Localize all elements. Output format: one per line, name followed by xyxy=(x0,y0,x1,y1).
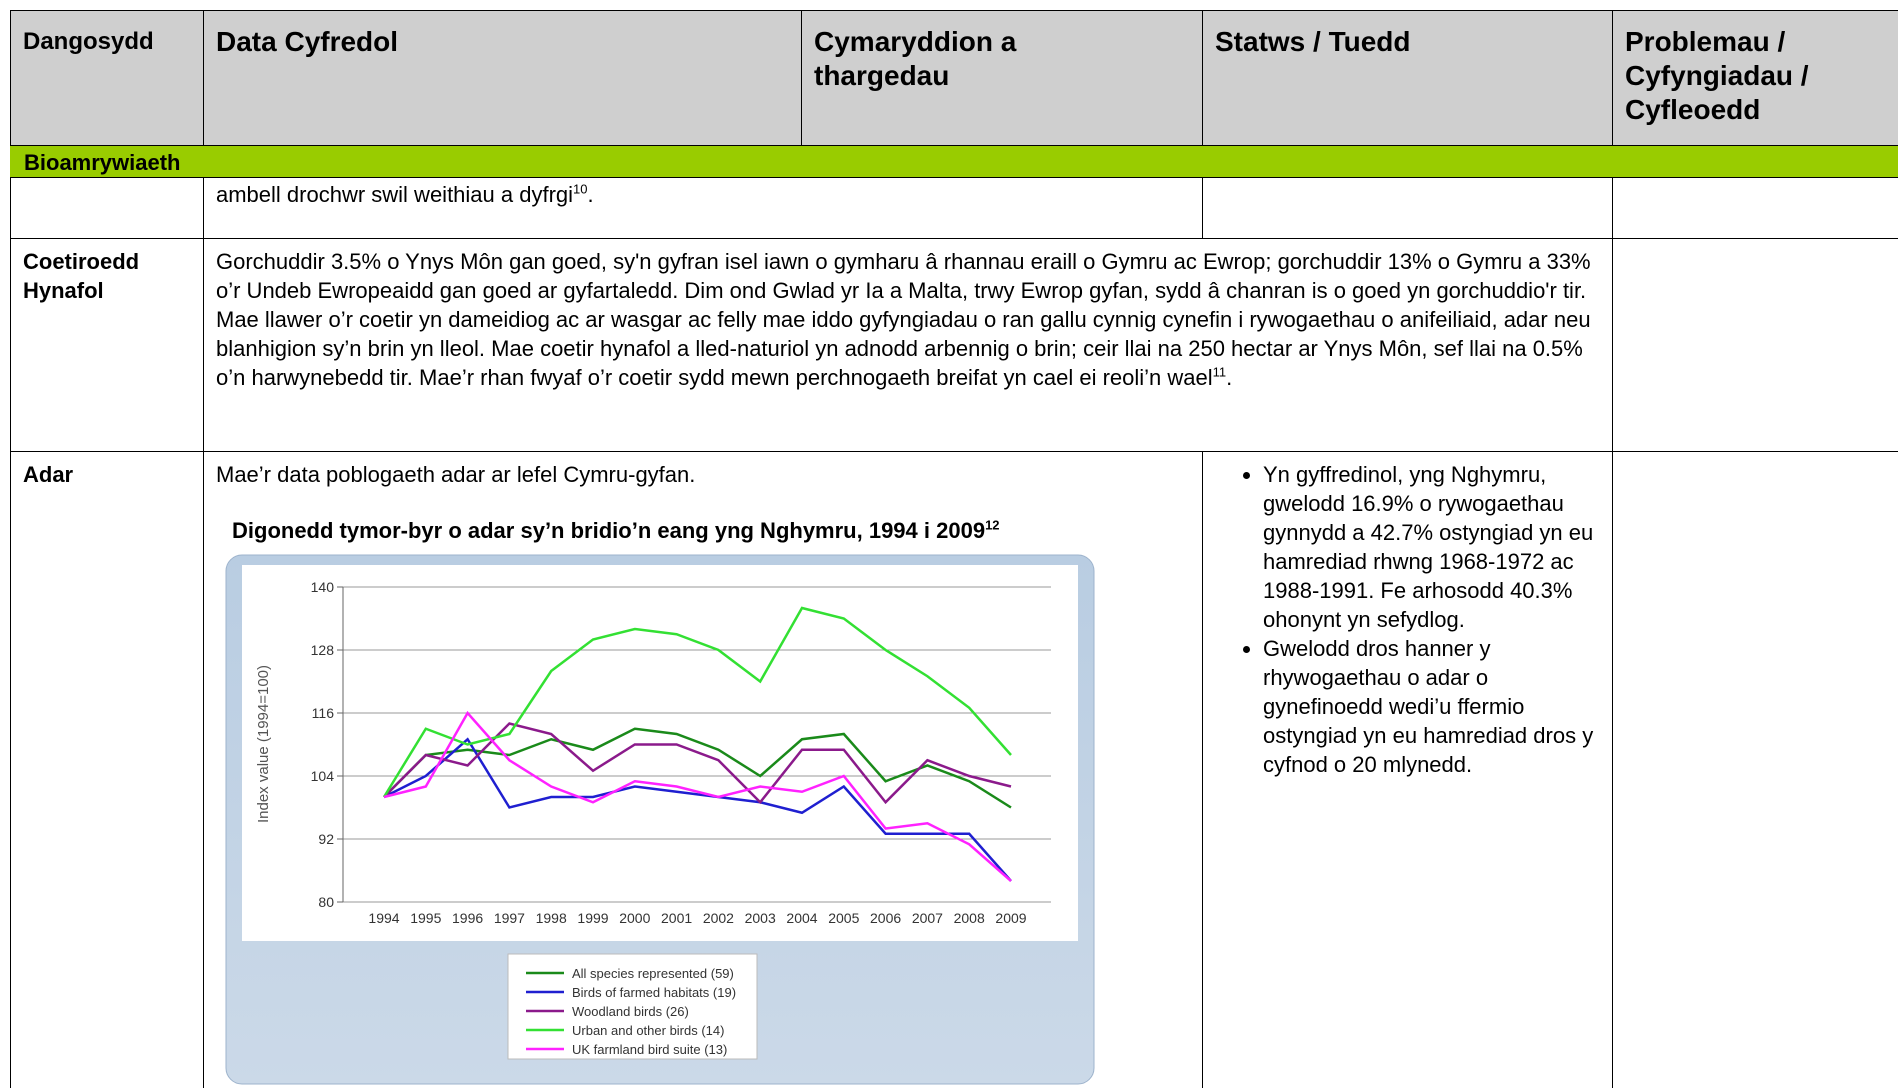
x-tick-label: 2003 xyxy=(745,910,776,926)
legend-label: Urban and other birds (14) xyxy=(572,1023,724,1038)
legend-box xyxy=(507,953,758,1060)
text: ambell drochwr swil weithiau a dyfrgi xyxy=(216,182,574,207)
header-cell: Problemau / Cyfyngiadau / Cyfleoedd xyxy=(1612,10,1898,146)
text: Gorchuddir 3.5% o Ynys Môn gan goed, sy'… xyxy=(216,249,1591,390)
y-tick-label: 92 xyxy=(318,831,334,847)
cell xyxy=(1612,451,1898,1088)
x-tick-label: 1998 xyxy=(536,910,567,926)
legend-label: Woodland birds (26) xyxy=(572,1004,689,1019)
x-tick-label: 2002 xyxy=(703,910,734,926)
y-tick-label: 104 xyxy=(311,768,335,784)
status-item: Gwelodd dros hanner y rhywogaethau o ada… xyxy=(1263,634,1602,779)
x-tick-label: 2009 xyxy=(995,910,1026,926)
status-item: Yn gyffredinol, yng Nghymru, gwelodd 16.… xyxy=(1263,460,1602,634)
legend-label: All species represented (59) xyxy=(572,966,734,981)
text: Mae’r data poblogaeth adar ar lefel Cymr… xyxy=(216,462,696,487)
footnote: 11 xyxy=(1212,364,1227,380)
text: . xyxy=(1226,365,1233,390)
series-line xyxy=(383,727,1012,809)
x-tick-label: 1997 xyxy=(494,910,525,926)
cell xyxy=(1202,177,1613,239)
x-tick-label: 2000 xyxy=(619,910,650,926)
cell xyxy=(1612,177,1898,239)
indicator: Coetiroedd Hynafol xyxy=(10,238,204,452)
cell: Gorchuddir 3.5% o Ynys Môn gan goed, sy'… xyxy=(203,238,1613,452)
x-tick-label: 1999 xyxy=(577,910,608,926)
chart: Index value (1994=100) 80 92 104 116 128 140 19… xyxy=(225,554,1095,1085)
y-tick-label: 116 xyxy=(312,705,335,721)
series-line xyxy=(382,606,1012,798)
x-tick-label: 2004 xyxy=(786,910,817,926)
header-cell: Statws / Tuedd xyxy=(1202,10,1613,146)
legend-label: UK farmland bird suite (13) xyxy=(572,1042,727,1057)
x-tick-label: 1996 xyxy=(452,910,483,926)
x-tick-label: 1994 xyxy=(368,910,399,926)
series-line xyxy=(383,722,1012,805)
text: . xyxy=(587,182,594,207)
chart-title-text: Digonedd tymor-byr o adar sy’n bridio’n … xyxy=(232,518,986,543)
header-cell: Dangosydd xyxy=(10,10,204,146)
cell: Mae’r data poblogaeth adar ar lefel Cymr… xyxy=(203,451,1203,1088)
x-tick-label: 2008 xyxy=(954,910,985,926)
cell: Yn gyffredinol, yng Nghymru, gwelodd 16.… xyxy=(1202,451,1613,1088)
indicator: Adar xyxy=(10,451,204,1088)
cell xyxy=(10,177,204,239)
plot-panel xyxy=(242,565,1078,941)
series-line xyxy=(383,737,1012,882)
header-cell: Cymaryddion a thargedau xyxy=(801,10,1203,146)
y-tick-label: 80 xyxy=(318,894,334,910)
x-tick-label: 2001 xyxy=(661,910,692,926)
legend-label: Birds of farmed habitats (19) xyxy=(572,985,736,1000)
footnote: 12 xyxy=(985,517,1000,533)
cell: ambell drochwr swil weithiau a dyfrgi10. xyxy=(203,177,1203,239)
x-tick-label: 2006 xyxy=(870,910,901,926)
y-axis-label: Index value (1994=100) xyxy=(255,665,272,823)
footnote: 10 xyxy=(573,181,588,197)
y-tick-label: 140 xyxy=(311,579,335,595)
cell xyxy=(1612,238,1898,452)
x-tick-label: 2005 xyxy=(828,910,859,926)
status-list: Yn gyffredinol, yng Nghymru, gwelodd 16.… xyxy=(1203,460,1602,779)
x-tick-label: 2007 xyxy=(912,910,943,926)
section-bar: Bioamrywiaeth xyxy=(10,145,1898,178)
x-tick-label: 1995 xyxy=(410,910,441,926)
y-tick-label: 128 xyxy=(311,642,335,658)
header-cell: Data Cyfredol xyxy=(203,10,802,146)
series-line xyxy=(383,710,1012,882)
chart-title: Digonedd tymor-byr o adar sy’n bridio’n … xyxy=(232,518,1000,544)
